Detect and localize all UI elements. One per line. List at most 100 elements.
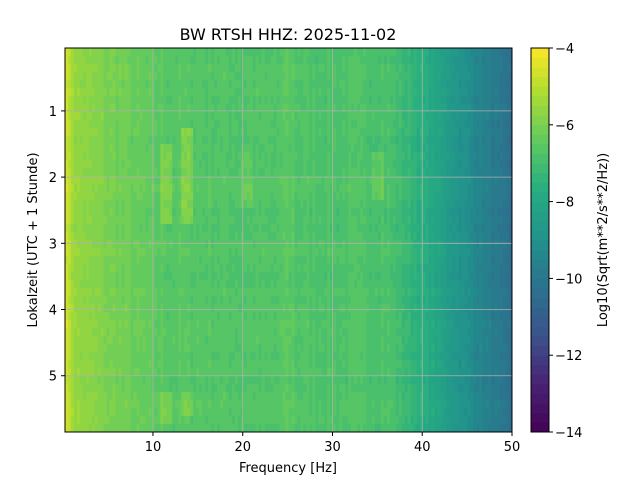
heatmap-cell [258,248,263,257]
heatmap-cell [491,104,495,113]
heatmap-cell [145,224,149,233]
heatmap-cell [196,96,200,105]
heatmap-cell [237,120,242,129]
heatmap-cell [440,64,444,73]
heatmap-cell [65,80,69,89]
heatmap-cell [169,128,173,137]
heatmap-cell [145,104,149,113]
heatmap-cell [88,304,93,313]
heatmap-cell [491,184,495,193]
heatmap-cell [416,176,421,185]
heatmap-cell [127,208,131,217]
heatmap-cell [67,192,72,201]
heatmap-cell [196,112,200,121]
heatmap-cell [389,272,394,281]
heatmap-cell [324,192,328,201]
heatmap-cell [175,72,179,81]
heatmap-cell [73,88,78,97]
heatmap-cell [428,248,432,257]
heatmap-cell [196,80,200,89]
heatmap-cell [431,184,435,193]
heatmap-cell [139,144,143,153]
heatmap-cell [67,152,72,161]
heatmap-cell [464,168,468,177]
heatmap-cell [348,256,352,265]
heatmap-cell [228,192,233,201]
heatmap-cell [386,136,391,145]
heatmap-cell [392,72,397,81]
heatmap-cell [163,192,167,201]
heatmap-cell [273,104,277,113]
heatmap-cell [348,80,352,89]
heatmap-cell [455,96,459,105]
heatmap-cell [354,168,358,177]
heatmap-cell [214,280,218,289]
heatmap-cell [431,120,435,129]
heatmap-cell [76,296,81,305]
heatmap-cell [482,200,486,209]
heatmap-cell [380,216,385,225]
heatmap-cell [342,56,346,65]
heatmap-cell [264,120,269,129]
heatmap-cell [297,216,301,225]
heatmap-cell [461,288,465,297]
heatmap-cell [237,184,242,193]
heatmap-cell [473,296,477,305]
heatmap-cell [401,80,406,89]
heatmap-cell [485,240,489,249]
heatmap-cell [419,248,423,257]
heatmap-cell [497,152,501,161]
heatmap-cell [142,56,146,65]
heatmap-cell [169,216,173,225]
heatmap-cell [193,80,197,89]
heatmap-cell [231,104,236,113]
heatmap-cell [82,168,87,177]
heatmap-cell [273,80,277,89]
heatmap-cell [91,72,96,81]
heatmap-cell [237,288,242,297]
heatmap-cell [193,208,197,217]
heatmap-cell [398,272,403,281]
heatmap-cell [351,120,355,129]
heatmap-cell [315,56,319,65]
heatmap-cell [377,272,382,281]
heatmap-cell [455,192,459,201]
heatmap-cell [297,136,301,145]
heatmap-cell [345,184,349,193]
heatmap-cell [461,304,465,313]
heatmap-cell [172,224,176,233]
heatmap-cell [479,120,483,129]
heatmap-cell [178,128,182,137]
heatmap-cell [488,248,492,257]
heatmap-cell [73,144,78,153]
heatmap-cell [303,112,307,121]
heatmap-cell [145,160,149,169]
heatmap-cell [157,248,161,257]
heatmap-cell [321,152,325,161]
heatmap-cell [258,272,263,281]
heatmap-cell [342,96,346,105]
heatmap-cell [333,176,337,185]
heatmap-cell [318,56,322,65]
heatmap-cell [491,120,495,129]
heatmap-cell [446,80,450,89]
heatmap-cell [407,120,412,129]
heatmap-cell [175,304,179,313]
heatmap-cell [181,232,185,241]
heatmap-cell [258,296,263,305]
heatmap-cell [413,240,418,249]
heatmap-cell [389,88,394,97]
heatmap-cell [103,168,108,177]
heatmap-cell [297,72,301,81]
heatmap-cell [464,112,468,121]
heatmap-cell [97,232,102,241]
heatmap-cell [190,272,194,281]
heatmap-cell [193,216,197,225]
heatmap-cell [267,72,272,81]
heatmap-cell [383,240,388,249]
heatmap-cell [497,120,501,129]
heatmap-cell [377,296,382,305]
heatmap-cell [395,96,400,105]
heatmap-cell [485,296,489,305]
heatmap-cell [315,272,319,281]
